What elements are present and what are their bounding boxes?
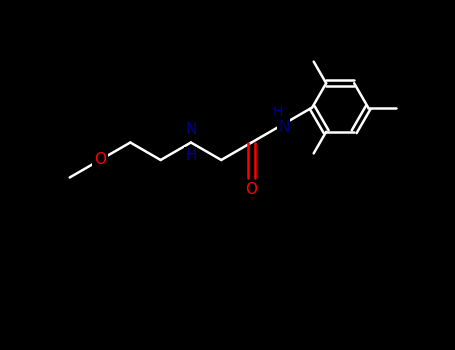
Text: N: N	[185, 122, 197, 138]
Text: N: N	[278, 119, 289, 134]
Text: O: O	[246, 182, 258, 197]
Text: O: O	[94, 153, 106, 168]
Text: H: H	[273, 105, 283, 119]
Text: H: H	[185, 147, 197, 162]
